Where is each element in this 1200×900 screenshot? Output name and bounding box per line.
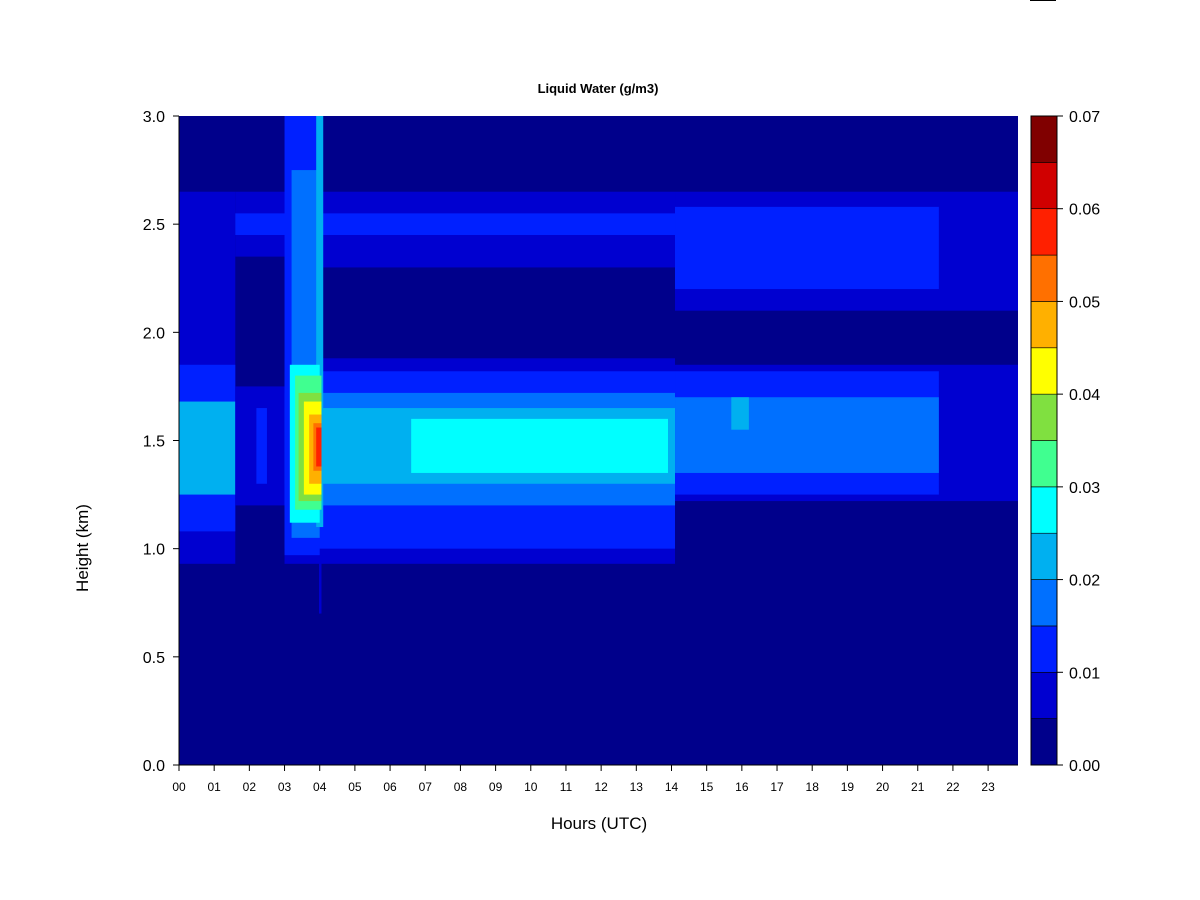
heatmap-region [411, 418, 668, 473]
colorbar-swatch [1030, 393, 1058, 441]
axes: 00 01 02 03 04 05 06 07 08 09 10 11 12 13 14 15 16 17 18 19… [143, 109, 1018, 794]
colorbar-swatch [1030, 718, 1058, 766]
colorbar-swatch [1030, 115, 1058, 163]
x-tick-label: 23 [981, 780, 995, 794]
corner-mark [1030, 0, 1056, 1]
x-axis-label: Hours (UTC) [551, 814, 647, 833]
heatmap-region [316, 427, 322, 467]
x-tick-label: 17 [770, 780, 784, 794]
x-tick-label: 13 [630, 780, 644, 794]
y-tick-label: 1.0 [143, 542, 165, 559]
x-tick-label: 01 [207, 780, 221, 794]
x-tick-label: 05 [348, 780, 362, 794]
colorbar-swatch [1030, 625, 1058, 673]
x-tick-label: 03 [278, 780, 292, 794]
x-tick-label: 06 [383, 780, 397, 794]
heatmap-region [319, 559, 322, 614]
colorbar-tick-label: 0.01 [1069, 665, 1100, 682]
colorbar-swatch [1030, 532, 1058, 580]
colorbar: 0.00 0.01 0.02 0.03 0.04 0.05 0.06 0.07 [1030, 109, 1100, 775]
colorbar-swatch [1030, 301, 1058, 349]
x-tick-label: 02 [243, 780, 257, 794]
x-tick-label: 04 [313, 780, 327, 794]
x-tick-label: 07 [419, 780, 433, 794]
x-tick-label: 08 [454, 780, 468, 794]
y-tick-label: 2.0 [143, 325, 165, 342]
colorbar-swatch [1030, 162, 1058, 210]
y-tick-label: 3.0 [143, 109, 165, 126]
x-tick-label: 19 [841, 780, 855, 794]
colorbar-frame [1030, 115, 1058, 766]
colorbar-swatch [1030, 671, 1058, 719]
colorbar-tick-label: 0.04 [1069, 387, 1100, 404]
x-tick-label: 21 [911, 780, 925, 794]
colorbar-tick-label: 0.00 [1069, 758, 1100, 775]
x-tick-label: 11 [560, 780, 573, 794]
colorbar-swatch [1030, 579, 1058, 627]
heatmap-region [179, 401, 236, 495]
heatmap-region [316, 116, 324, 528]
heatmap-region [235, 213, 285, 235]
heatmap-region [284, 213, 676, 235]
plot-area [179, 116, 1018, 765]
colorbar-tick-label: 0.05 [1069, 294, 1100, 311]
heatmap-region [675, 206, 939, 290]
x-tick-label: 20 [876, 780, 890, 794]
x-tick-label: 18 [806, 780, 820, 794]
colorbar-tick-label: 0.02 [1069, 573, 1100, 590]
x-tick-label: 12 [594, 780, 608, 794]
colorbar-tick-label: 0.03 [1069, 480, 1100, 497]
y-axis-label: Height (km) [73, 504, 92, 592]
heatmap-region [675, 397, 939, 473]
colorbar-swatch [1030, 254, 1058, 302]
y-tick-label: 0.0 [143, 758, 165, 775]
x-tick-label: 14 [665, 780, 679, 794]
y-tick-label: 0.5 [143, 650, 165, 667]
x-tick-label: 22 [946, 780, 960, 794]
colorbar-tick-label: 0.07 [1069, 109, 1100, 126]
colorbar-swatch [1030, 440, 1058, 488]
colorbar-swatch [1030, 347, 1058, 395]
x-tick-label: 00 [172, 780, 186, 794]
heatmap-region [256, 408, 267, 484]
colorbar-swatch [1030, 208, 1058, 256]
heatmap-region [731, 397, 749, 430]
x-tick-label: 10 [524, 780, 538, 794]
y-tick-label: 2.5 [143, 217, 165, 234]
x-tick-label: 09 [489, 780, 503, 794]
x-tick-label: 15 [700, 780, 714, 794]
colorbar-swatch [1030, 486, 1058, 534]
chart-title: Liquid Water (g/m3) [538, 81, 659, 96]
x-tick-label: 16 [735, 780, 749, 794]
y-tick-label: 1.5 [143, 434, 165, 451]
colorbar-tick-label: 0.06 [1069, 202, 1100, 219]
